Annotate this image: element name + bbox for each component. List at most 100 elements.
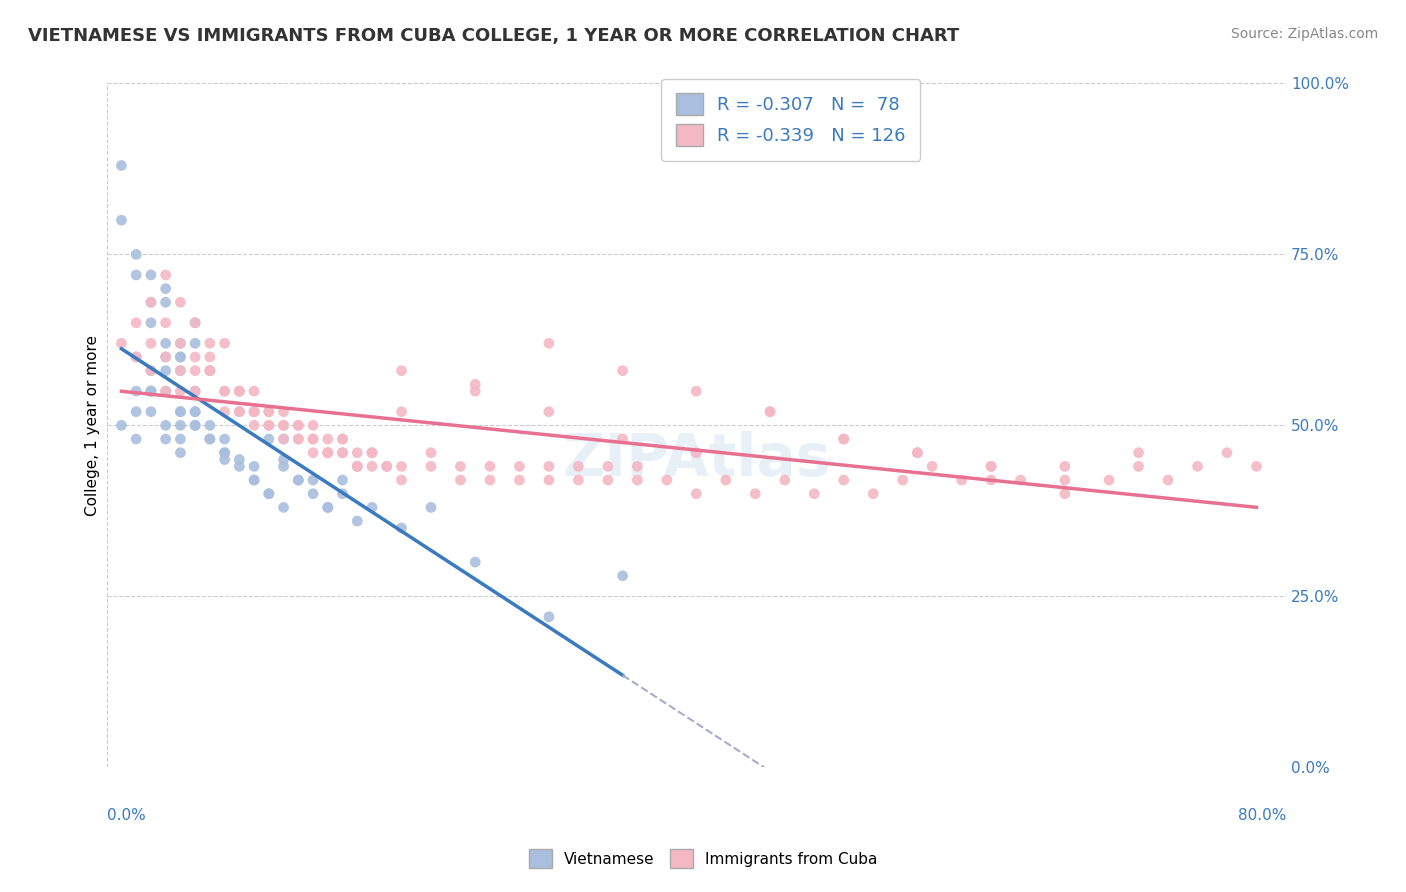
Point xyxy=(169,384,191,399)
Point xyxy=(198,364,221,378)
Point xyxy=(478,473,501,487)
Point xyxy=(1157,473,1180,487)
Point xyxy=(287,432,309,446)
Point xyxy=(759,405,782,419)
Point xyxy=(316,446,339,460)
Point xyxy=(214,384,236,399)
Point xyxy=(243,405,266,419)
Point xyxy=(214,336,236,351)
Point xyxy=(1128,459,1150,474)
Point xyxy=(110,418,132,433)
Point xyxy=(184,316,207,330)
Point xyxy=(273,432,295,446)
Point xyxy=(125,247,148,261)
Point xyxy=(302,487,325,501)
Point xyxy=(257,487,280,501)
Point xyxy=(907,446,929,460)
Point xyxy=(375,459,398,474)
Point xyxy=(198,432,221,446)
Point xyxy=(214,384,236,399)
Point xyxy=(155,282,177,296)
Point xyxy=(832,432,855,446)
Point xyxy=(346,514,368,528)
Point xyxy=(273,418,295,433)
Point xyxy=(139,295,162,310)
Point xyxy=(257,432,280,446)
Point xyxy=(155,295,177,310)
Point xyxy=(537,610,560,624)
Point xyxy=(302,473,325,487)
Point xyxy=(125,268,148,282)
Text: ZIPAtlas: ZIPAtlas xyxy=(562,431,831,488)
Point xyxy=(287,418,309,433)
Point xyxy=(980,473,1002,487)
Point xyxy=(214,452,236,467)
Point xyxy=(125,350,148,364)
Point xyxy=(862,487,884,501)
Legend: R = -0.307   N =  78, R = -0.339   N = 126: R = -0.307 N = 78, R = -0.339 N = 126 xyxy=(661,78,920,161)
Point xyxy=(184,418,207,433)
Point xyxy=(655,473,678,487)
Point xyxy=(257,418,280,433)
Point xyxy=(198,364,221,378)
Point xyxy=(420,500,443,515)
Point xyxy=(139,364,162,378)
Point xyxy=(243,405,266,419)
Legend: Vietnamese, Immigrants from Cuba: Vietnamese, Immigrants from Cuba xyxy=(522,841,884,875)
Point xyxy=(243,473,266,487)
Point xyxy=(537,405,560,419)
Point xyxy=(139,384,162,399)
Point xyxy=(169,350,191,364)
Point xyxy=(169,405,191,419)
Point xyxy=(537,336,560,351)
Point xyxy=(1053,459,1076,474)
Point xyxy=(243,384,266,399)
Point xyxy=(228,384,250,399)
Point xyxy=(198,418,221,433)
Point xyxy=(198,350,221,364)
Point xyxy=(273,418,295,433)
Text: Source: ZipAtlas.com: Source: ZipAtlas.com xyxy=(1230,27,1378,41)
Point xyxy=(803,487,825,501)
Point xyxy=(257,405,280,419)
Point xyxy=(361,446,384,460)
Point xyxy=(1187,459,1209,474)
Point xyxy=(139,336,162,351)
Y-axis label: College, 1 year or more: College, 1 year or more xyxy=(86,334,100,516)
Point xyxy=(1216,446,1239,460)
Point xyxy=(508,473,530,487)
Point xyxy=(420,446,443,460)
Point xyxy=(332,432,354,446)
Point xyxy=(316,446,339,460)
Point xyxy=(228,459,250,474)
Point xyxy=(1128,446,1150,460)
Point xyxy=(391,405,413,419)
Point xyxy=(139,384,162,399)
Point xyxy=(464,377,486,392)
Point xyxy=(228,452,250,467)
Point xyxy=(537,459,560,474)
Point xyxy=(110,159,132,173)
Point xyxy=(375,459,398,474)
Point xyxy=(125,405,148,419)
Point xyxy=(243,405,266,419)
Point xyxy=(184,350,207,364)
Point xyxy=(567,459,589,474)
Point xyxy=(214,432,236,446)
Point xyxy=(169,364,191,378)
Point xyxy=(832,432,855,446)
Point xyxy=(228,405,250,419)
Point xyxy=(907,446,929,460)
Point xyxy=(361,500,384,515)
Point xyxy=(361,459,384,474)
Point xyxy=(155,418,177,433)
Point xyxy=(980,459,1002,474)
Point xyxy=(921,459,943,474)
Point xyxy=(198,336,221,351)
Point xyxy=(1098,473,1121,487)
Point xyxy=(155,316,177,330)
Point xyxy=(228,405,250,419)
Point xyxy=(169,336,191,351)
Point xyxy=(139,364,162,378)
Point xyxy=(361,446,384,460)
